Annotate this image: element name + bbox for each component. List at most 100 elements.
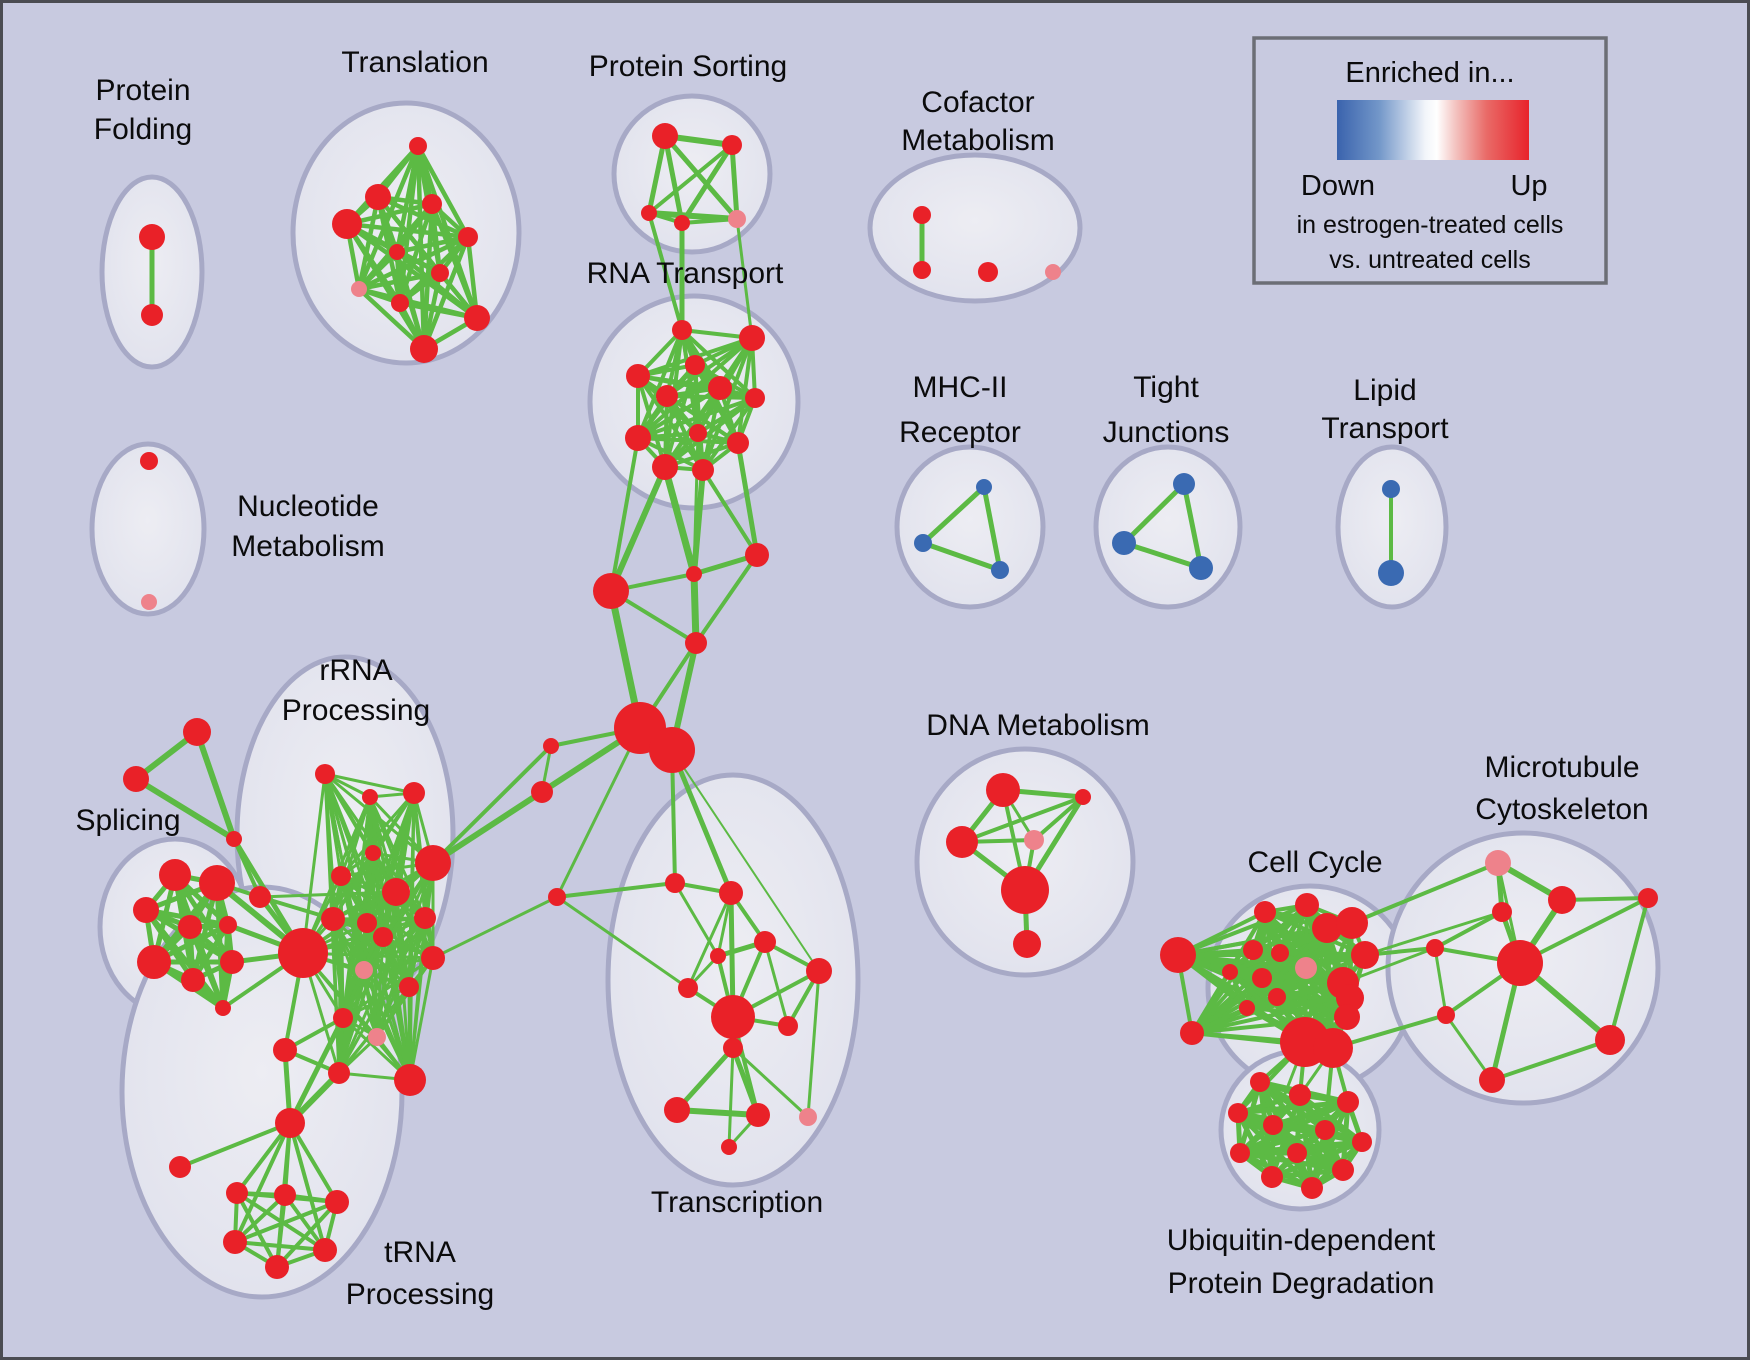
node-trna-1[interactable]	[169, 1156, 191, 1178]
node-translation-1[interactable]	[365, 184, 391, 210]
node-rna-transport-7[interactable]	[689, 424, 707, 442]
node-microtubule-6[interactable]	[1595, 1025, 1625, 1055]
node-translation-2[interactable]	[422, 194, 442, 214]
node-splicing-2[interactable]	[133, 897, 159, 923]
node-transcription-0[interactable]	[719, 881, 743, 905]
node-trna-3[interactable]	[274, 1184, 296, 1206]
node-ubiquitin-3[interactable]	[1228, 1103, 1248, 1123]
node-mhc-ii-receptor-0[interactable]	[976, 479, 992, 495]
node-cellcycle-3[interactable]	[1252, 968, 1272, 988]
node-splicing-tri-1[interactable]	[123, 766, 149, 792]
node-microtubule-0[interactable]	[1485, 850, 1511, 876]
node-rrna-16[interactable]	[328, 1062, 350, 1084]
node-rna-transport-10[interactable]	[652, 454, 678, 480]
node-splicing-tri-0[interactable]	[183, 718, 211, 746]
node-splicing-4[interactable]	[178, 915, 202, 939]
node-rna-transport-8[interactable]	[625, 425, 651, 451]
node-microtubule-4[interactable]	[1426, 939, 1444, 957]
node-dna-metabolism-5[interactable]	[1013, 930, 1041, 958]
node-transcription-4[interactable]	[806, 958, 832, 984]
node-protein-sorting-4[interactable]	[728, 210, 746, 228]
node-rrna-13[interactable]	[399, 977, 419, 997]
node-splicing-3[interactable]	[137, 945, 171, 979]
node-rrna-3[interactable]	[403, 782, 425, 804]
node-cofactor-0[interactable]	[913, 206, 931, 224]
node-ubiquitin-0[interactable]	[1250, 1072, 1270, 1092]
node-translation-6[interactable]	[431, 264, 449, 282]
node-transcription-2[interactable]	[754, 931, 776, 953]
node-tight-junctions-0[interactable]	[1173, 473, 1195, 495]
node-ubiquitin-4[interactable]	[1263, 1115, 1283, 1135]
node-cellcycle-10[interactable]	[1336, 907, 1368, 939]
node-cellcycle-18[interactable]	[1222, 964, 1238, 980]
node-cellcycle-14[interactable]	[1334, 1004, 1360, 1030]
node-microtubule-2[interactable]	[1492, 902, 1512, 922]
node-trna-5[interactable]	[223, 1230, 247, 1254]
node-splicing-8[interactable]	[215, 1000, 231, 1016]
node-cellcycle-1[interactable]	[1180, 1021, 1204, 1045]
node-cellcycle-11[interactable]	[1351, 941, 1379, 969]
node-spine-6[interactable]	[543, 738, 559, 754]
node-microtubule-7[interactable]	[1479, 1067, 1505, 1093]
node-transcription-6[interactable]	[711, 995, 755, 1039]
node-cofactor-1[interactable]	[913, 261, 931, 279]
node-rrna-8[interactable]	[373, 927, 393, 947]
node-cellcycle-4[interactable]	[1254, 901, 1276, 923]
node-translation-3[interactable]	[332, 209, 362, 239]
node-microtubule-8[interactable]	[1437, 1006, 1455, 1024]
node-rrna-2[interactable]	[362, 789, 378, 805]
node-dna-metabolism-1[interactable]	[1075, 789, 1091, 805]
node-transcription-5[interactable]	[678, 978, 698, 998]
node-translation-9[interactable]	[464, 305, 490, 331]
node-rna-transport-6[interactable]	[745, 388, 765, 408]
node-spine-2[interactable]	[745, 543, 769, 567]
node-cellcycle-0[interactable]	[1160, 937, 1196, 973]
node-lipid-transport-1[interactable]	[1378, 560, 1404, 586]
node-rna-transport-1[interactable]	[739, 325, 765, 351]
node-rrna-9[interactable]	[382, 878, 410, 906]
node-rrna-6[interactable]	[321, 907, 345, 931]
node-bridge-0[interactable]	[249, 886, 271, 908]
node-translation-0[interactable]	[409, 137, 427, 155]
node-rna-transport-11[interactable]	[692, 459, 714, 481]
node-protein-sorting-2[interactable]	[641, 205, 657, 221]
node-mhc-ii-receptor-1[interactable]	[914, 534, 932, 552]
node-dna-metabolism-2[interactable]	[946, 826, 978, 858]
node-rrna-4[interactable]	[365, 845, 381, 861]
node-transcription-3[interactable]	[710, 948, 726, 964]
node-cellcycle-5[interactable]	[1295, 893, 1319, 917]
node-transcription-7[interactable]	[778, 1016, 798, 1036]
node-spine-7[interactable]	[531, 781, 553, 803]
node-translation-8[interactable]	[391, 294, 409, 312]
node-rna-transport-2[interactable]	[685, 355, 705, 375]
node-rna-transport-5[interactable]	[708, 376, 732, 400]
node-transcription-8[interactable]	[723, 1038, 743, 1058]
node-cellcycle-8[interactable]	[1268, 988, 1286, 1006]
node-transcription-10[interactable]	[746, 1103, 770, 1127]
node-dna-metabolism-0[interactable]	[986, 773, 1020, 807]
node-spine-0[interactable]	[593, 573, 629, 609]
node-lipid-transport-0[interactable]	[1382, 480, 1400, 498]
node-cellcycle-9[interactable]	[1312, 913, 1342, 943]
node-mhc-ii-receptor-2[interactable]	[991, 561, 1009, 579]
node-cellcycle-16[interactable]	[1313, 1028, 1353, 1068]
node-rrna-14[interactable]	[333, 1008, 353, 1028]
node-splicing-6[interactable]	[181, 968, 205, 992]
node-cellcycle-2[interactable]	[1243, 940, 1263, 960]
node-dna-metabolism-3[interactable]	[1024, 830, 1044, 850]
node-rrna-1[interactable]	[315, 764, 335, 784]
node-rrna-12[interactable]	[421, 946, 445, 970]
node-ubiquitin-1[interactable]	[1289, 1084, 1311, 1106]
node-cellcycle-17[interactable]	[1239, 1000, 1255, 1016]
node-translation-4[interactable]	[458, 227, 478, 247]
node-ubiquitin-11[interactable]	[1301, 1177, 1323, 1199]
node-ubiquitin-9[interactable]	[1332, 1159, 1354, 1181]
node-ubiquitin-2[interactable]	[1337, 1091, 1359, 1113]
node-ubiquitin-5[interactable]	[1315, 1120, 1335, 1140]
node-rna-transport-4[interactable]	[656, 385, 678, 407]
node-ubiquitin-7[interactable]	[1230, 1143, 1250, 1163]
node-nucleotide-1[interactable]	[141, 594, 157, 610]
node-trna-4[interactable]	[325, 1190, 349, 1214]
node-rrna-10[interactable]	[414, 907, 436, 929]
node-dna-metabolism-4[interactable]	[1001, 866, 1049, 914]
